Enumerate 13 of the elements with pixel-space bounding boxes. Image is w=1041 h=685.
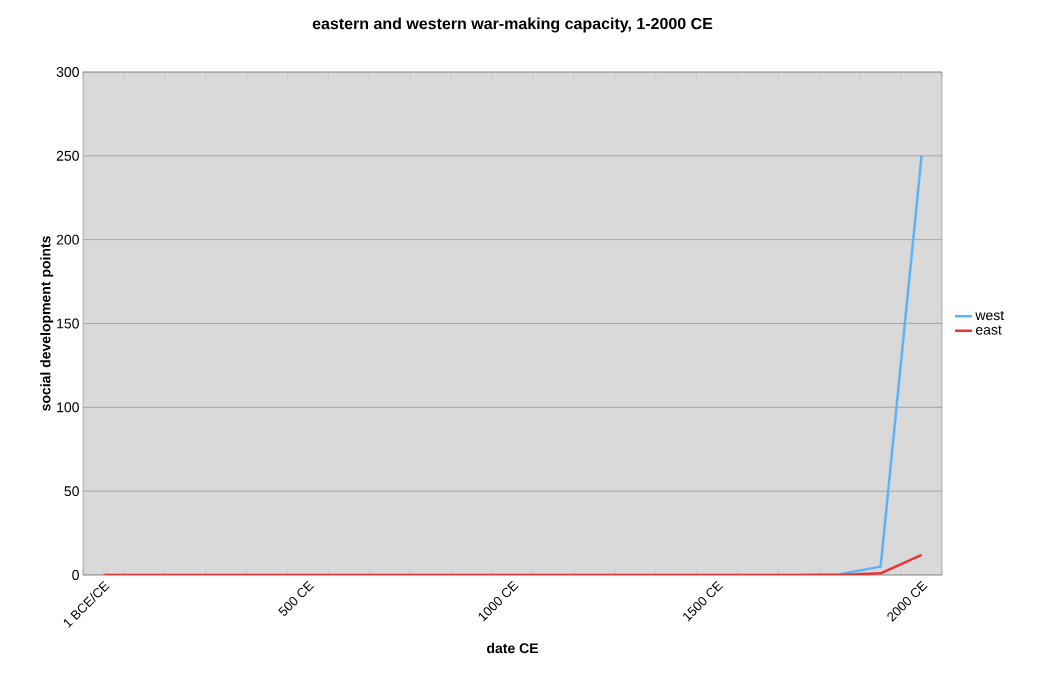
y-tick-label: 150 [57, 318, 79, 329]
x-tick-label: 500 CE [278, 580, 314, 616]
x-axis-title: date CE [487, 642, 539, 654]
y-tick-label: 100 [57, 402, 79, 413]
chart-title: eastern and western war-making capacity, 1-2000 CE [312, 17, 713, 33]
y-tick-label: 250 [56, 150, 79, 161]
y-tick-label: 300 [56, 67, 79, 77]
legend-label: east [975, 325, 1002, 335]
y-tick-label: 200 [56, 234, 79, 245]
y-axis-title: social development points [40, 236, 54, 411]
legend-label: west [975, 310, 1005, 321]
y-tick-label: 0 [72, 570, 79, 580]
y-tick-label: 50 [64, 486, 79, 497]
